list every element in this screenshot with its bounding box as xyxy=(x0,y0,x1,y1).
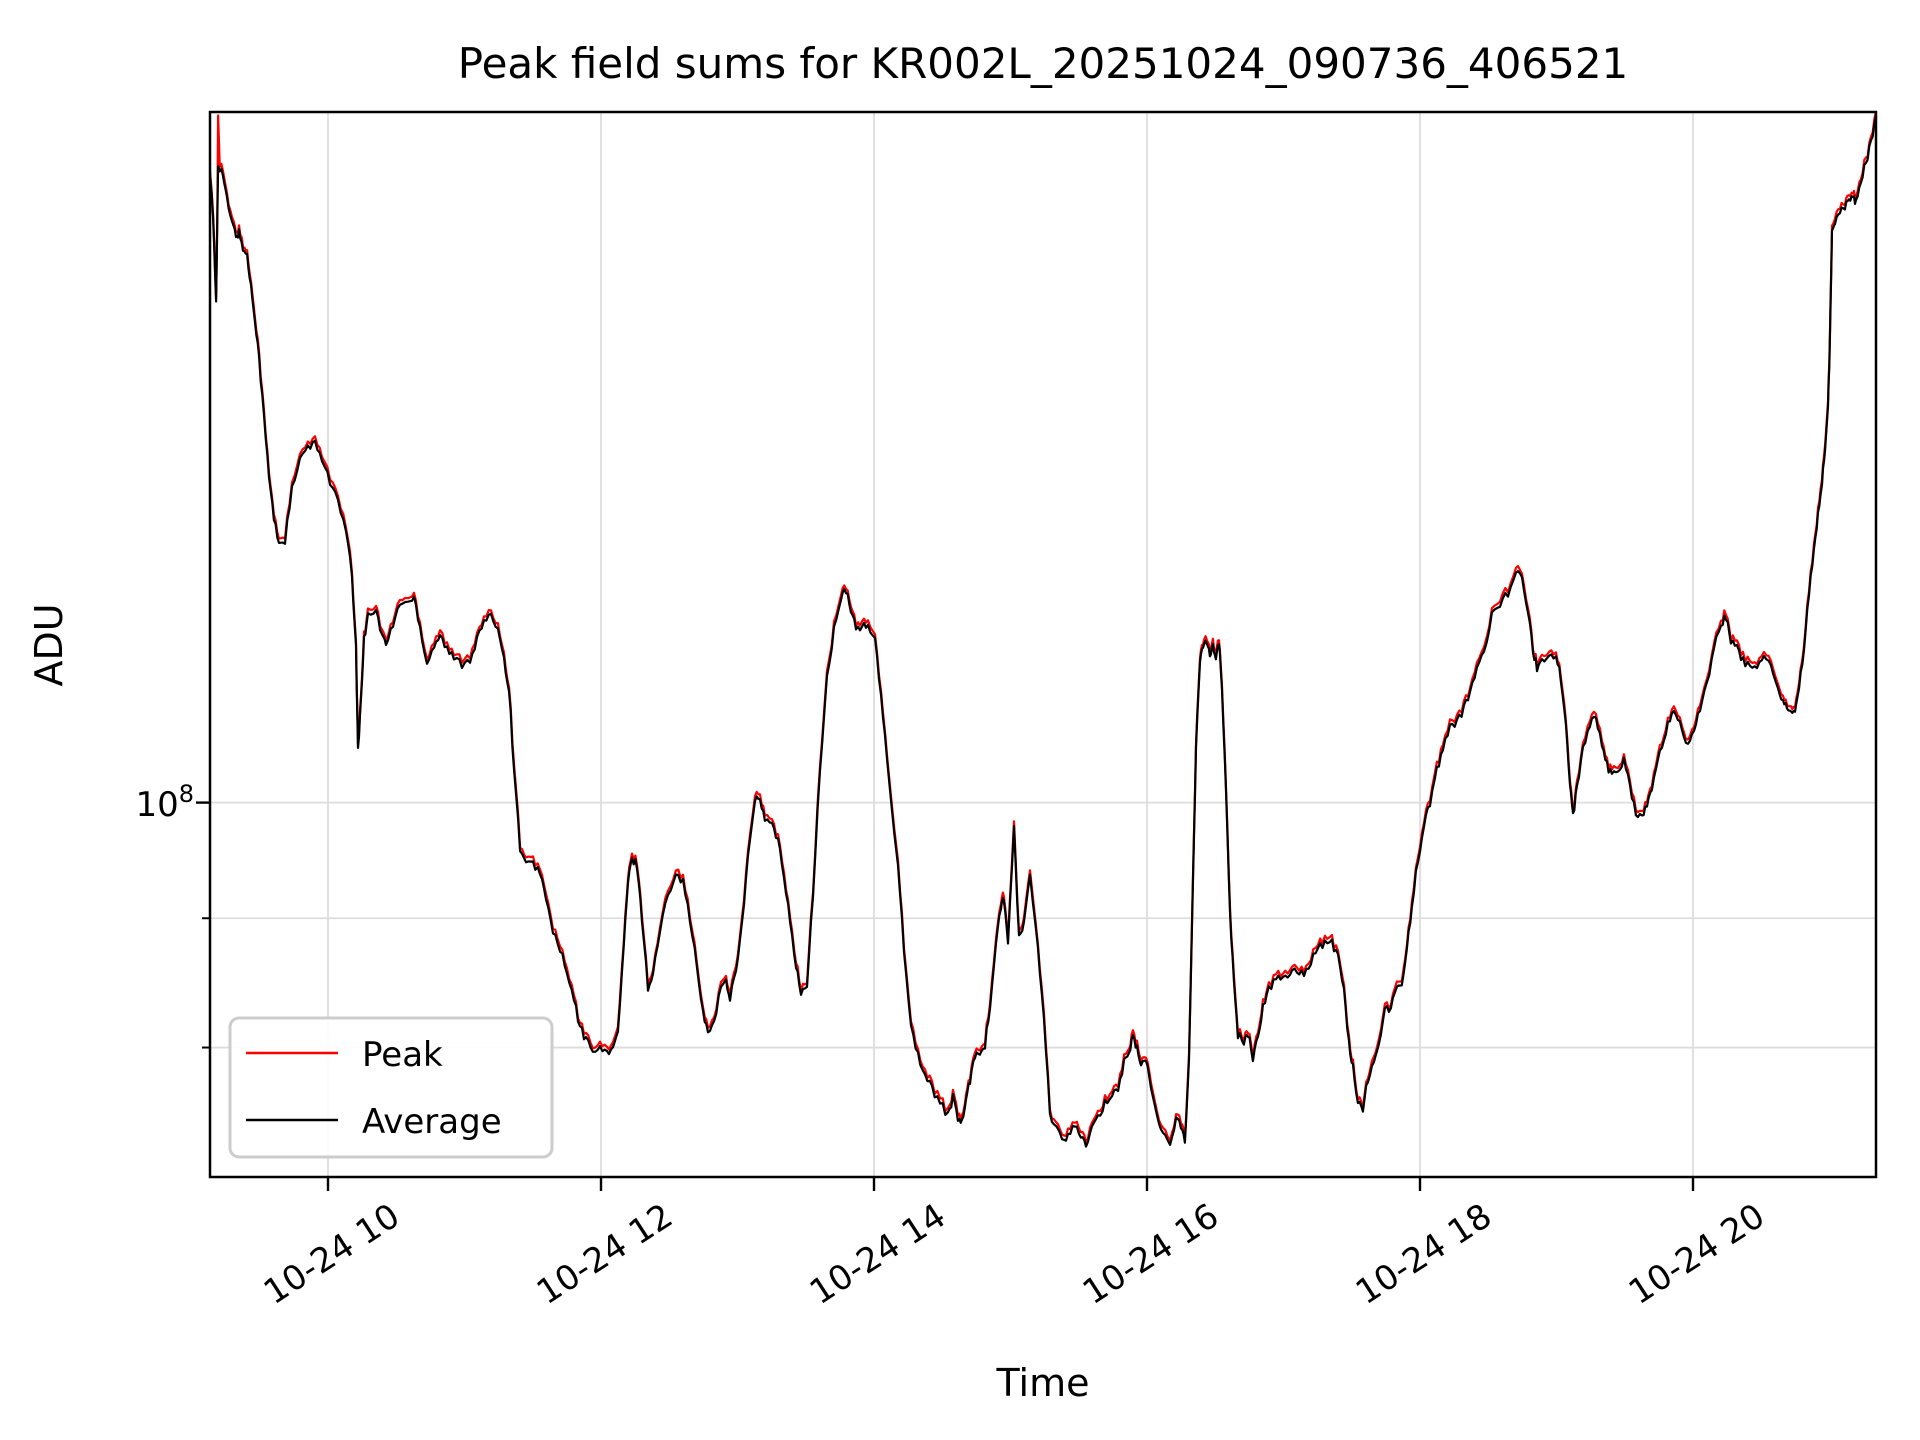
axis-ticks xyxy=(196,801,1695,1191)
y-axis-label: ADU xyxy=(27,603,71,686)
y-tick-label-1e8: 108 xyxy=(135,780,194,825)
x-tick-label: 10-24 20 xyxy=(1622,1196,1772,1313)
legend: Peak Average xyxy=(228,1016,554,1159)
x-tick-label: 10-24 10 xyxy=(257,1196,407,1313)
average-series-line xyxy=(210,115,1876,1148)
legend-label-peak: Peak xyxy=(362,1035,443,1075)
plot-frame xyxy=(208,110,1878,1179)
x-tick-label: 10-24 14 xyxy=(803,1196,953,1313)
grid-lines xyxy=(210,112,1876,1177)
x-tick-labels: 10-24 10 10-24 12 10-24 14 10-24 16 10-24 18… xyxy=(257,1196,1772,1313)
x-tick-label: 10-24 18 xyxy=(1349,1196,1499,1313)
data-series xyxy=(210,112,1876,1148)
x-axis-label: Time xyxy=(996,1361,1090,1405)
chart-title: Peak field sums for KR002L_20251024_0907… xyxy=(458,39,1629,88)
x-tick-label: 10-24 12 xyxy=(530,1196,680,1313)
x-tick-label: 10-24 16 xyxy=(1076,1196,1226,1313)
legend-label-average: Average xyxy=(362,1102,502,1142)
peak-series-line xyxy=(210,112,1876,1144)
